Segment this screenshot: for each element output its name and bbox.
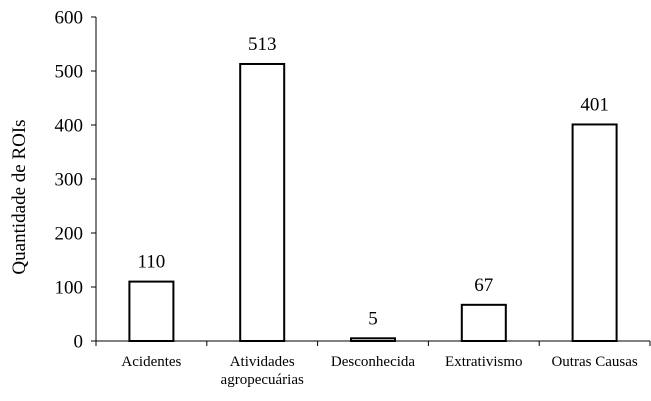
y-tick-label: 300 (55, 170, 84, 191)
y-tick-label: 600 (55, 8, 84, 29)
data-label: 401 (580, 94, 609, 115)
bar (460, 303, 507, 343)
y-tick-label: 100 (55, 278, 84, 299)
category-label: Outras Causas (551, 354, 637, 370)
bar (239, 62, 286, 342)
y-axis-title: Quantidade de ROIs (9, 119, 30, 274)
category-label: Atividades (230, 354, 295, 370)
data-label: 110 (138, 252, 166, 273)
data-label: 513 (248, 34, 277, 55)
data-labels: 110 513 5 67 401 (138, 34, 609, 329)
data-label: 67 (474, 275, 493, 296)
y-tick-label: 400 (55, 116, 84, 137)
y-tick-label: 0 (74, 332, 84, 353)
bar (350, 337, 396, 342)
bar (571, 123, 618, 342)
category-label: Extrativismo (445, 354, 523, 370)
y-tick-label: 200 (55, 224, 84, 245)
y-tick-label: 500 (55, 62, 84, 83)
category-label: Acidentes (121, 354, 181, 370)
category-label: Desconhecida (331, 354, 415, 370)
y-axis: 0 100 200 300 400 500 600 (55, 8, 97, 353)
bars (128, 62, 618, 343)
category-labels: Acidentes Atividades agropecuárias Desconhe… (121, 354, 637, 388)
category-label: agropecuárias (221, 372, 304, 388)
bar (128, 280, 175, 343)
data-label: 5 (368, 308, 378, 329)
